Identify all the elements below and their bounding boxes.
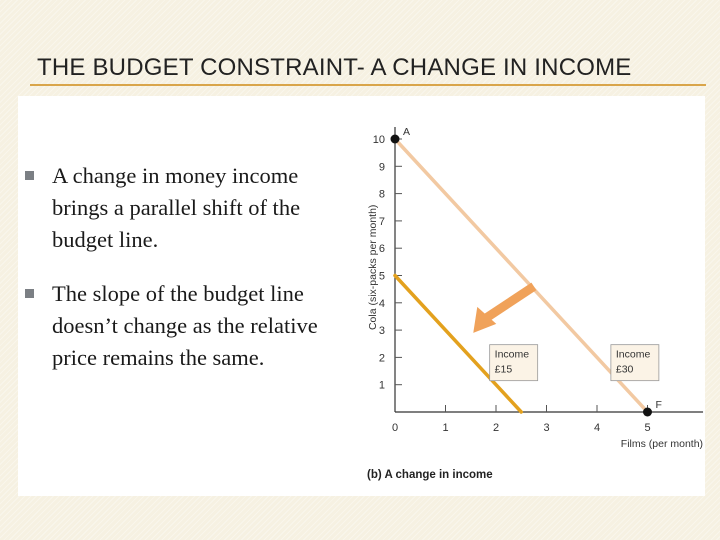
bullet-item: The slope of the budget line doesn’t cha… [22, 278, 342, 374]
slide-title: THE BUDGET CONSTRAINT- A CHANGE IN INCOM… [37, 54, 632, 81]
bullet-square-icon [25, 289, 34, 298]
income-label-title: Income [616, 349, 651, 361]
income-label-value: £15 [495, 364, 513, 376]
y-tick-label: 10 [373, 134, 385, 146]
y-tick-label: 6 [379, 243, 385, 255]
bullet-list: A change in money income brings a parall… [22, 160, 342, 396]
income-label-title: Income [495, 349, 530, 361]
x-tick-label: 5 [644, 422, 650, 434]
income-label-box [489, 344, 539, 382]
content-panel [18, 96, 705, 496]
bullet-text: A change in money income brings a parall… [52, 163, 301, 252]
y-tick-label: 8 [379, 189, 385, 201]
chart-caption: (b) A change in income [367, 469, 493, 481]
y-tick-label: 5 [379, 271, 385, 283]
income-label-value: £30 [616, 364, 634, 376]
x-tick-label: 1 [442, 422, 448, 434]
x-axis-label: Films (per month) [621, 438, 703, 450]
y-tick-label: 2 [379, 352, 385, 364]
point-label: A [403, 126, 410, 138]
income-label-box [610, 344, 660, 382]
y-tick-label: 7 [379, 216, 385, 228]
y-tick-label: 4 [379, 298, 385, 310]
x-tick-label: 0 [392, 422, 398, 434]
y-axis-label: Cola (six-packs per month) [367, 205, 379, 330]
y-tick-label: 3 [379, 325, 385, 337]
point-label: F [656, 399, 662, 411]
y-tick-label: 1 [379, 380, 385, 392]
x-tick-label: 3 [543, 422, 549, 434]
bullet-square-icon [25, 171, 34, 180]
title-underline [30, 84, 706, 86]
budget-line [393, 137, 650, 414]
point-marker [390, 134, 400, 144]
y-tick-label: 9 [379, 161, 385, 173]
bullet-text: The slope of the budget line doesn’t cha… [52, 281, 318, 370]
point-marker [643, 407, 652, 417]
x-tick-label: 4 [594, 422, 600, 434]
bullet-item: A change in money income brings a parall… [22, 160, 342, 256]
budget-line [393, 273, 523, 414]
shift-arrow-head [473, 306, 497, 333]
x-tick-label: 2 [493, 422, 499, 434]
shift-arrow-shaft [480, 282, 537, 324]
